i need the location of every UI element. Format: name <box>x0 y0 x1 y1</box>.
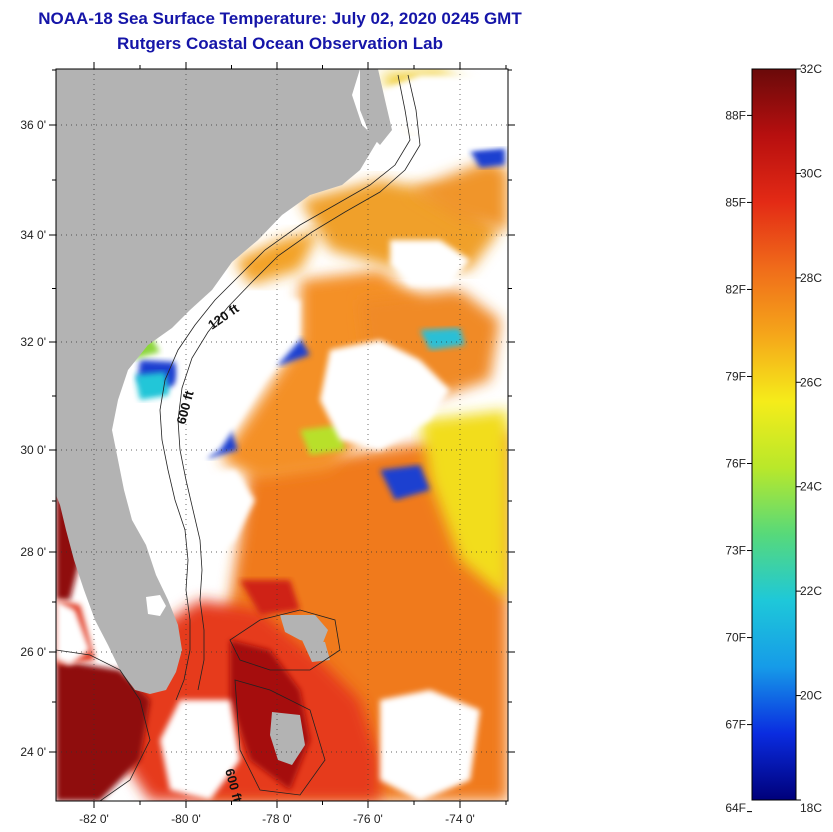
contour-bahamas-1 <box>229 609 341 671</box>
bathymetry-contours <box>56 74 421 801</box>
cloud-region-8 <box>380 690 480 801</box>
cyan-patch-2 <box>420 328 465 350</box>
colorbar-celsius-label: 30C <box>800 166 822 180</box>
colorbar-celsius-labels: 32C 30C 28C 26C 24C 22C 20C 18C <box>800 62 822 815</box>
sst-map: 120 ft 600 ft 600 ft <box>56 69 508 804</box>
blue-patch-5 <box>470 148 505 168</box>
colorbar-fahrenheit-label: 67F <box>725 718 746 732</box>
map-ticks <box>49 62 515 808</box>
us-southeast-land <box>56 69 378 694</box>
cyan-patch-1 <box>135 372 170 400</box>
blue-patch-2 <box>380 465 430 500</box>
map-title: NOAA-18 Sea Surface Temperature: July 02… <box>38 9 522 28</box>
cloud-region-7 <box>160 700 240 800</box>
map-subtitle: Rutgers Coastal Ocean Observation Lab <box>117 34 443 53</box>
colorbar-celsius-label: 18C <box>800 801 822 815</box>
dark-red-water-gulf <box>56 660 150 801</box>
cloud-region-2 <box>320 340 450 450</box>
contour-bahamas-2 <box>234 679 326 796</box>
colorbar-celsius-label: 32C <box>800 62 822 76</box>
colorbar-gradient <box>751 68 797 801</box>
colorbar-fahrenheit-label: 79F <box>725 369 746 383</box>
bahamas-grand <box>280 615 328 645</box>
colorbar-fahrenheit-label: 76F <box>725 457 746 471</box>
colorbar-fahrenheit-label: 88F <box>725 108 746 122</box>
colorbar-celsius-label: 22C <box>800 584 822 598</box>
orange-water-north <box>235 230 320 285</box>
cloud-region-6 <box>56 600 90 665</box>
lon-label: -76 0' <box>353 812 383 826</box>
colorbar-ticks <box>747 68 801 813</box>
colorbar: 32C 30C 28C 26C 24C 22C 20C 18C 88F 85F 82F 79F 76F… <box>725 62 822 815</box>
bahamas-abaco <box>302 640 330 662</box>
latitude-labels: 24 0' 26 0' 28 0' 30 0' 32 0' 34 0' 36 0' <box>20 118 46 759</box>
lon-label: -78 0' <box>262 812 292 826</box>
longitude-labels: -82 0' -80 0' -78 0' -76 0' -74 0' <box>79 812 475 826</box>
green-patch-2 <box>300 425 345 455</box>
colorbar-celsius-label: 28C <box>800 271 822 285</box>
colorbar-fahrenheit-label: 85F <box>725 195 746 209</box>
colorbar-celsius-label: 24C <box>800 480 822 494</box>
lon-label: -82 0' <box>79 812 109 826</box>
colorbar-fahrenheit-label: 73F <box>725 544 746 558</box>
lake-okeechobee <box>146 595 166 616</box>
map-frame <box>55 68 509 802</box>
colorbar-fahrenheit-label: 70F <box>725 631 746 645</box>
cloud-region-5 <box>190 470 255 560</box>
lat-label: 26 0' <box>20 645 46 659</box>
contour-120ft <box>159 74 411 701</box>
lat-label: 32 0' <box>20 335 46 349</box>
contour-gulf <box>56 649 151 801</box>
colorbar-fahrenheit-label: 82F <box>725 282 746 296</box>
lat-label: 30 0' <box>20 443 46 457</box>
cloud-region-1 <box>160 290 300 470</box>
red-water-north-strait <box>240 580 300 615</box>
lon-label: -80 0' <box>171 812 201 826</box>
orange-water-near-34 <box>410 160 508 230</box>
cape-hatteras-land <box>360 69 392 145</box>
lat-label: 24 0' <box>20 745 46 759</box>
lon-label: -74 0' <box>445 812 475 826</box>
contour-label-600ft-south: 600 ft <box>222 767 245 804</box>
land <box>56 69 392 765</box>
yellow-water-east <box>420 410 508 600</box>
colorbar-celsius-label: 20C <box>800 689 822 703</box>
lat-label: 36 0' <box>20 118 46 132</box>
colorbar-fahrenheit-label: 64F <box>725 801 746 815</box>
contour-600ft <box>177 74 421 691</box>
lat-label: 34 0' <box>20 228 46 242</box>
colorbar-celsius-label: 26C <box>800 375 822 389</box>
colorbar-fahrenheit-labels: 88F 85F 82F 79F 76F 73F 70F 67F 64F <box>725 108 746 815</box>
map-grid <box>56 69 508 801</box>
lat-label: 28 0' <box>20 545 46 559</box>
cloud-region-4 <box>390 240 470 285</box>
